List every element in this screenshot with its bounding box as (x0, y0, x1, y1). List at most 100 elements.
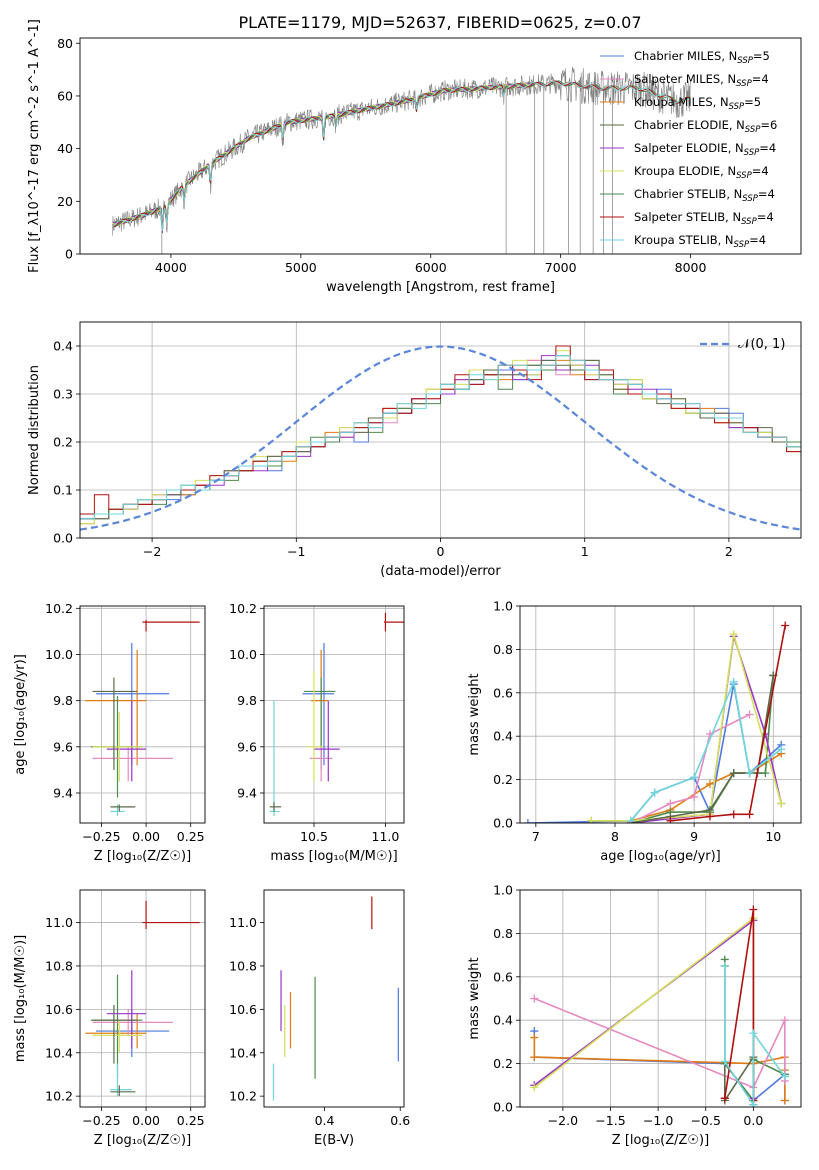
y-tick-label: 40 (57, 141, 73, 156)
legend-label: Salpeter STELIB, NSSP=4 (634, 210, 774, 227)
gaussian-curve (80, 345, 801, 531)
weight-marker (745, 810, 754, 819)
x-axis-label: age [log₁₀(age/yr)] (600, 849, 721, 864)
y-tick-label: 0.2 (53, 435, 73, 450)
x-tick-label: 4000 (155, 260, 187, 275)
panel-0: 4000 5000 6000 7000 8000 0 20 40 60 80 wavelength … (27, 19, 802, 295)
legend-label: Chabrier ELODIE, NSSP=6 (634, 118, 777, 135)
panel-7: −2.0 −1.5 −1.0 −0.5 0.0 0.0 0.2 0.4 0.6 0.8 1.0 Z [… (467, 883, 802, 1148)
y-tick-label: 1.0 (493, 599, 513, 614)
legend-label: Kroupa STELIB, NSSP=4 (634, 233, 766, 250)
y-tick-label: 60 (57, 88, 73, 103)
plot-area (112, 67, 691, 254)
x-axis-label: mass [log₁₀(M/M☉)] (270, 849, 397, 864)
weight-line (670, 625, 786, 822)
y-tick-label: 9.8 (53, 693, 73, 708)
weight-marker (587, 816, 596, 823)
histogram-step (80, 355, 801, 520)
x-tick-label: 0.25 (177, 1113, 205, 1128)
model-fit-line (112, 82, 535, 234)
weight-line (630, 713, 750, 823)
weight-marker (729, 677, 738, 686)
weight-marker (626, 816, 635, 823)
weight-marker (777, 799, 786, 808)
y-axis-label: mass weight (467, 957, 482, 1039)
y-tick-label: 11.0 (45, 915, 73, 930)
x-tick-label: 1 (581, 544, 589, 559)
weight-line (527, 683, 782, 823)
x-tick-label: 9 (690, 829, 698, 844)
plot-area (269, 612, 404, 817)
x-axis-label: (data-model)/error (380, 564, 501, 579)
y-tick-label: 9.6 (237, 739, 257, 754)
histogram-step (80, 350, 801, 525)
x-tick-label: 0.00 (132, 1113, 160, 1128)
y-axis-label: Normed distribution (27, 365, 42, 495)
weight-marker (705, 812, 714, 821)
weight-marker (523, 819, 532, 823)
x-tick-label: 6000 (415, 260, 447, 275)
x-tick-label: 0.6 (390, 1113, 410, 1128)
legend-label: 𝒩(0, 1) (738, 337, 785, 352)
x-tick-label: 0.4 (315, 1113, 335, 1128)
y-tick-label: 0.2 (493, 1056, 513, 1071)
weight-marker (666, 799, 675, 808)
plot-area (523, 621, 790, 823)
plot-area (530, 905, 789, 1107)
x-tick-label: −1.0 (643, 1113, 673, 1128)
weight-marker (749, 905, 758, 914)
legend: Chabrier MILES, NSSP=5 Salpeter MILES, NS… (600, 49, 777, 250)
y-tick-label: 0.3 (53, 387, 73, 402)
y-axis-label: Flux [f_λ10^-17 erg cm^-2 s^-1 A^-1] (27, 19, 42, 273)
weight-marker (780, 1096, 789, 1105)
weight-line (630, 679, 782, 822)
histogram-step (80, 355, 801, 520)
weight-marker (777, 745, 786, 754)
y-tick-label: 0.8 (493, 926, 513, 941)
x-tick-label: 8 (611, 829, 619, 844)
weight-marker (729, 769, 738, 778)
panel-4: 7 8 9 10 0.0 0.2 0.4 0.6 0.8 1.0 age [log₁₀(age/yr… (467, 599, 802, 864)
weight-marker (530, 1033, 539, 1042)
y-tick-label: 10.4 (229, 1045, 257, 1060)
x-axis-label: Z [log₁₀(Z/Z☉)] (612, 1133, 709, 1148)
x-tick-label: 0.00 (132, 829, 160, 844)
weight-marker (749, 1029, 758, 1038)
y-tick-label: 80 (57, 36, 73, 51)
y-tick-label: 0.0 (53, 531, 73, 546)
y-tick-label: 0.6 (493, 969, 513, 984)
y-tick-label: 10.4 (45, 1045, 73, 1060)
weight-line (533, 918, 755, 1099)
weight-marker (705, 779, 714, 788)
y-tick-label: 10.2 (45, 1089, 73, 1104)
y-tick-label: 0.1 (53, 483, 73, 498)
weight-marker (530, 1053, 539, 1062)
plot-area (272, 896, 399, 1101)
weight-marker (650, 788, 659, 797)
x-tick-label: 10.5 (300, 829, 328, 844)
histogram-step (80, 355, 801, 520)
x-tick-label: −1 (287, 544, 305, 559)
y-tick-label: 0 (65, 247, 73, 262)
panel-2: −0.25 0.00 0.25 9.4 9.6 9.8 10.0 10.2 Z [log₁₀(Z… (13, 601, 206, 864)
plot-area (85, 619, 200, 817)
weight-marker (729, 630, 738, 639)
weight-marker (690, 792, 699, 801)
y-tick-label: 10.0 (45, 647, 73, 662)
y-tick-label: 9.4 (53, 785, 73, 800)
axes-frame (263, 889, 405, 1108)
x-tick-label: 11.0 (372, 829, 400, 844)
x-tick-label: 8000 (675, 260, 707, 275)
y-axis-label: mass [log₁₀(M/M☉)] (13, 935, 28, 1062)
legend-label: Salpeter ELODIE, NSSP=4 (634, 141, 776, 158)
y-tick-label: 10.8 (229, 958, 257, 973)
y-tick-label: 9.6 (53, 739, 73, 754)
legend-label: Kroupa MILES, NSSP=5 (634, 95, 761, 112)
x-axis-label: Z [log₁₀(Z/Z☉)] (94, 849, 191, 864)
y-axis-label: mass weight (467, 673, 482, 755)
weight-marker (720, 1057, 729, 1066)
weight-line (533, 1037, 786, 1101)
model-fit-line (112, 82, 535, 233)
weight-marker (690, 773, 699, 782)
